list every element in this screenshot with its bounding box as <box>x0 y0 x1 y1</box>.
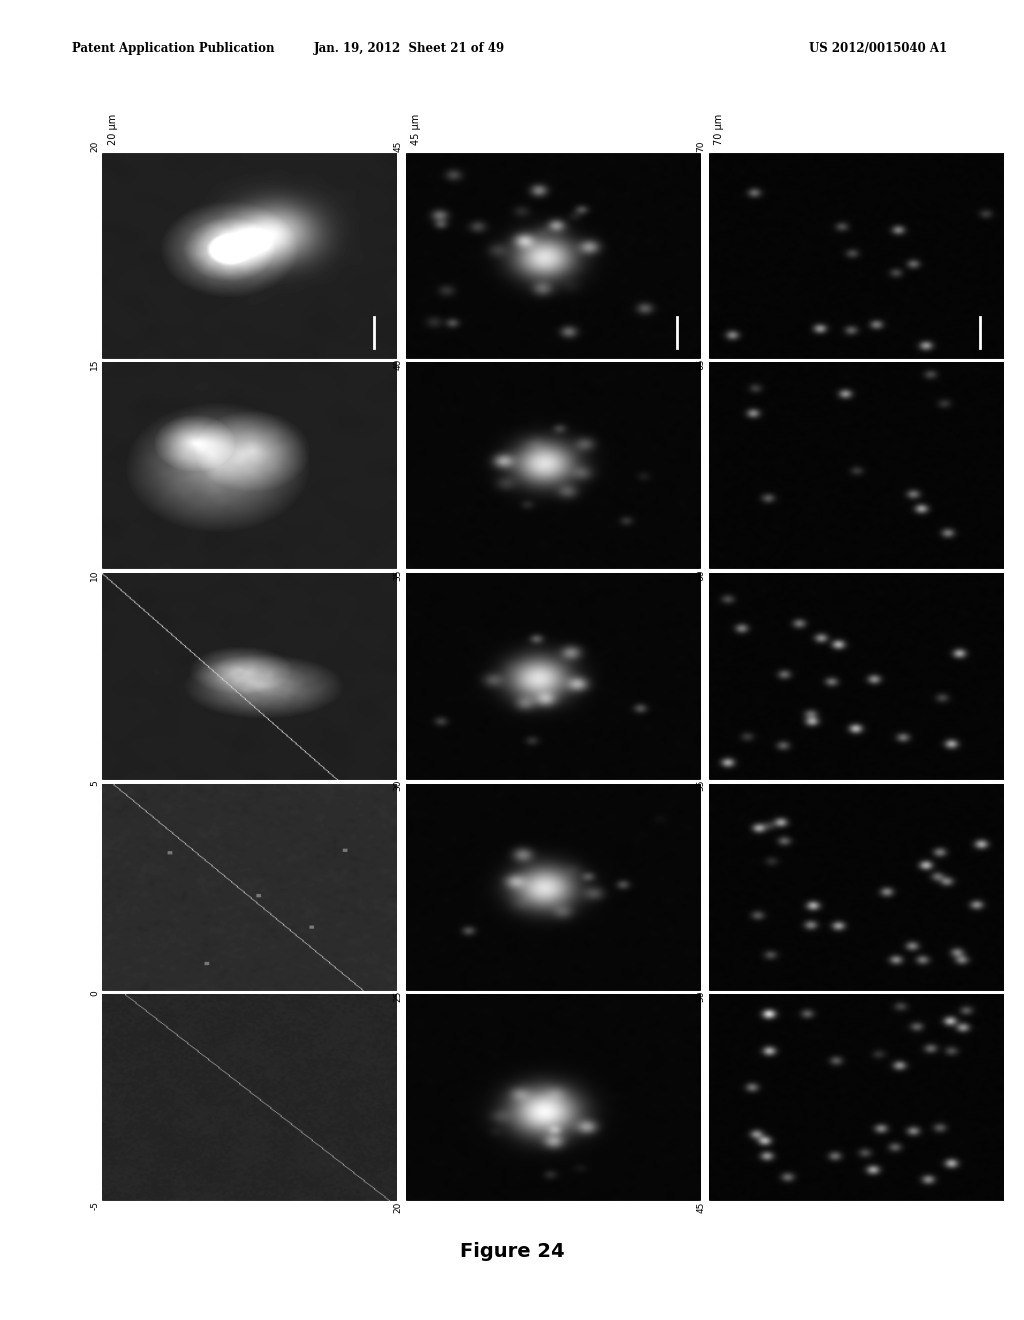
Text: 20: 20 <box>90 140 99 152</box>
Text: 35: 35 <box>393 569 402 581</box>
Text: 10: 10 <box>90 569 99 581</box>
Text: 30: 30 <box>393 780 402 792</box>
Text: 45 μm: 45 μm <box>411 114 421 145</box>
Text: 45: 45 <box>696 1201 706 1213</box>
Text: Figure 24: Figure 24 <box>460 1242 564 1261</box>
Text: 0: 0 <box>90 990 99 997</box>
Text: 50: 50 <box>696 990 706 1002</box>
Text: 45: 45 <box>393 140 402 152</box>
Text: 20: 20 <box>393 1201 402 1213</box>
Text: 15: 15 <box>90 359 99 370</box>
Text: 55: 55 <box>696 780 706 792</box>
Text: 25: 25 <box>393 990 402 1002</box>
Text: US 2012/0015040 A1: US 2012/0015040 A1 <box>809 42 947 55</box>
Text: 40: 40 <box>393 359 402 370</box>
Text: 70 μm: 70 μm <box>714 114 724 145</box>
Text: 5: 5 <box>90 780 99 785</box>
Text: 20 μm: 20 μm <box>108 114 118 145</box>
Text: Patent Application Publication: Patent Application Publication <box>72 42 274 55</box>
Text: Jan. 19, 2012  Sheet 21 of 49: Jan. 19, 2012 Sheet 21 of 49 <box>314 42 505 55</box>
Text: 70: 70 <box>696 140 706 152</box>
Text: -5: -5 <box>90 1201 99 1210</box>
Text: 60: 60 <box>696 569 706 581</box>
Text: 65: 65 <box>696 359 706 370</box>
